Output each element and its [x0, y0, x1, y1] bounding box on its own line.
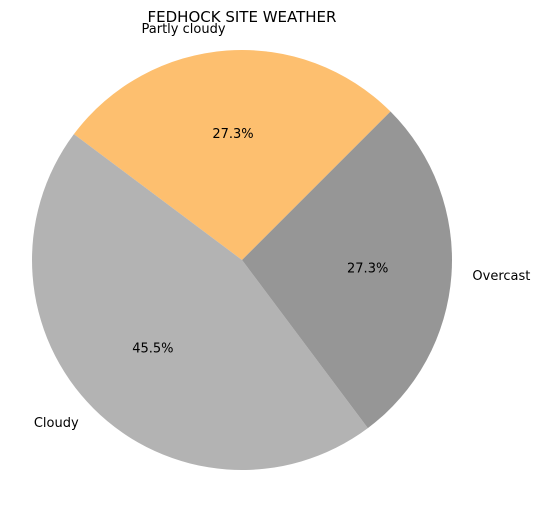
- category-label: Overcast: [472, 269, 530, 284]
- pie-slice-partly-cloudy: [73, 50, 391, 261]
- percent-label: 27.3%: [347, 261, 388, 276]
- pie-slice-overcast: [242, 111, 452, 429]
- chart-title: FEDHOCK SITE WEATHER: [147, 8, 337, 26]
- percent-label: 27.3%: [212, 127, 253, 142]
- pie-labels: 27.3% Partly cloudy 45.5% Cloudy 27.3% Overca…: [34, 22, 531, 431]
- pie-slice-cloudy: [32, 134, 368, 470]
- category-label: Cloudy: [34, 416, 79, 431]
- pie-slices: [32, 50, 452, 470]
- category-label: Partly cloudy: [142, 22, 226, 37]
- percent-label: 45.5%: [132, 342, 173, 357]
